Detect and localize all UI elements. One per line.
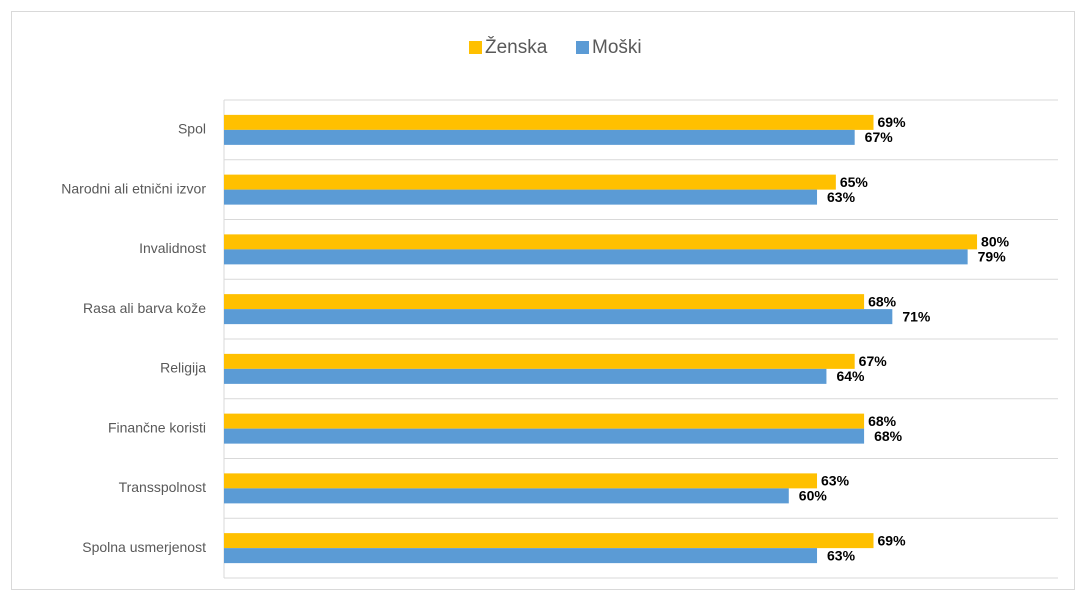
value-label: 63% <box>827 189 856 205</box>
bar <box>224 309 893 325</box>
y-tick-label: Spolna usmerjenost <box>82 539 206 555</box>
value-label: 67% <box>859 353 888 369</box>
value-label: 69% <box>878 532 907 548</box>
value-label: 79% <box>978 249 1007 265</box>
y-tick-label: Narodni ali etnični izvor <box>61 180 206 196</box>
bar <box>224 294 865 310</box>
y-tick-label: Finančne koristi <box>108 419 206 435</box>
legend-swatch <box>576 41 589 54</box>
legend-swatch <box>469 41 482 54</box>
bar <box>224 189 818 205</box>
y-tick-label: Religija <box>160 360 206 376</box>
bar <box>224 413 865 429</box>
bar <box>224 368 827 384</box>
bar <box>224 234 978 250</box>
value-label: 67% <box>865 129 894 145</box>
value-label: 68% <box>874 428 903 444</box>
bar <box>224 473 818 489</box>
y-tick-label: Transspolnost <box>119 479 207 495</box>
bar <box>224 114 874 130</box>
bar <box>224 488 789 504</box>
legend-label: Ženska <box>485 36 548 58</box>
bar <box>224 129 855 145</box>
bar <box>224 428 865 444</box>
value-label: 71% <box>902 308 931 324</box>
y-tick-label: Rasa ali barva kože <box>83 300 206 316</box>
value-label: 64% <box>836 368 865 384</box>
value-label: 80% <box>981 234 1010 250</box>
y-tick-label: Spol <box>178 121 206 137</box>
bar <box>224 548 818 564</box>
legend-label: Moški <box>592 37 642 58</box>
bar <box>224 533 874 549</box>
value-label: 63% <box>821 473 850 489</box>
bar <box>224 353 855 369</box>
value-label: 69% <box>878 114 907 130</box>
value-label: 60% <box>799 488 828 504</box>
y-tick-label: Invalidnost <box>139 240 206 256</box>
value-label: 63% <box>827 547 856 563</box>
value-label: 65% <box>840 174 869 190</box>
bar <box>224 249 968 265</box>
value-label: 68% <box>868 413 897 429</box>
bar <box>224 174 836 190</box>
value-label: 68% <box>868 293 897 309</box>
